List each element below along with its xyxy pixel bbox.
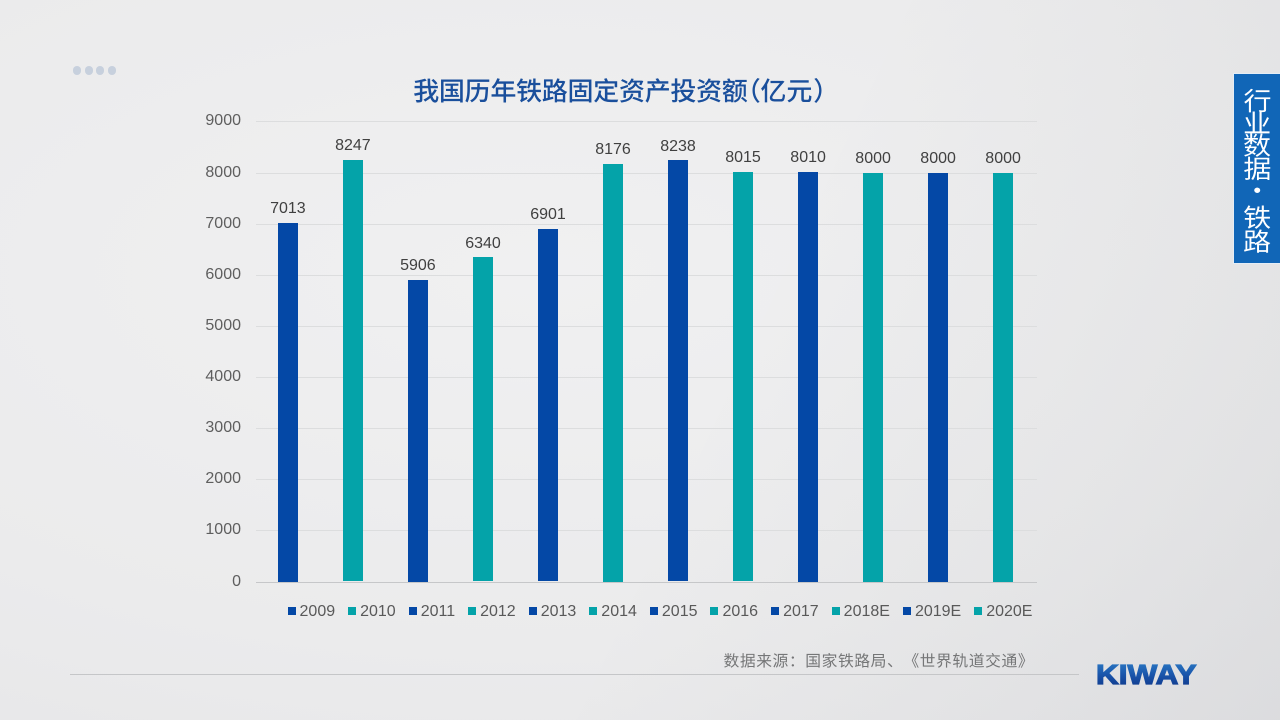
svg-text:KIWAY: KIWAY (1096, 659, 1197, 690)
